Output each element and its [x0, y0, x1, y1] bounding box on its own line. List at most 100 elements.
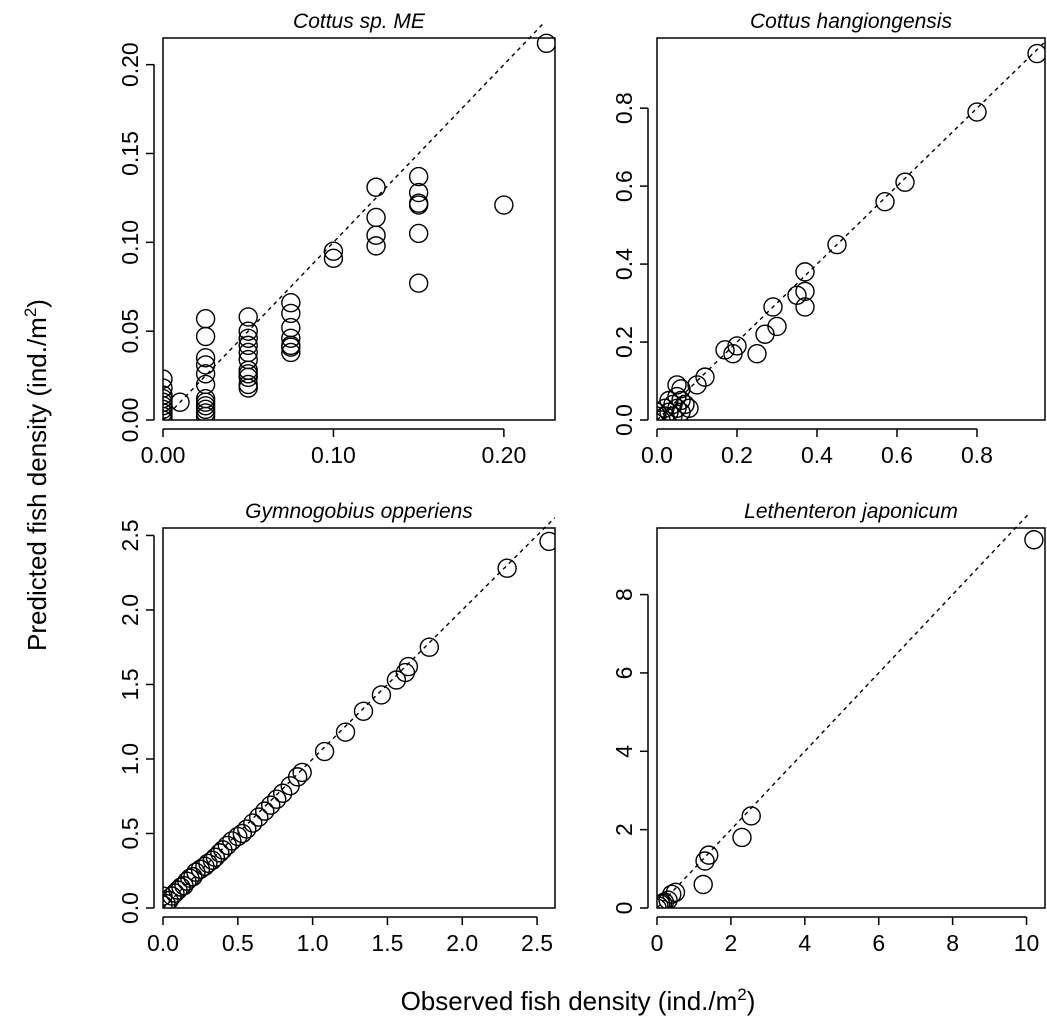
- data-point: [238, 367, 258, 388]
- plot-frame: [656, 37, 1046, 421]
- data-point: [657, 892, 675, 908]
- data-point: [267, 789, 287, 809]
- data-point: [657, 410, 671, 420]
- panel-gymnogobius-opperiens: 0.0 0.5 1.0 1.5 2.0 2.5 0.0 0.5 1.0 1.5 2.0 2.5 Gymn…: [117, 500, 556, 956]
- x-axis-title: Observed fish density (ind./m2): [401, 985, 756, 1016]
- y-tick-label: 0.00: [117, 398, 143, 443]
- data-point: [795, 297, 815, 317]
- y-tick-label: 0.5: [117, 817, 143, 849]
- data-point: [695, 367, 715, 387]
- data-point: [222, 831, 242, 851]
- x-tick-label: 0.5: [222, 930, 254, 956]
- data-point: [679, 398, 699, 419]
- data-point: [232, 823, 252, 844]
- x-tick-label: 0.0: [641, 442, 673, 468]
- y-tick-label: 1.5: [117, 668, 143, 700]
- y-tick-label: 0.0: [611, 404, 637, 436]
- data-point: [875, 192, 895, 212]
- x-axis-title-close: ): [747, 986, 756, 1016]
- plot-content: [657, 514, 1044, 908]
- data-point: [795, 262, 815, 282]
- x-tick-label: 8: [946, 930, 959, 956]
- x-tick-label: 0.20: [481, 442, 526, 468]
- y-axis-title-text: Predicted fish density (ind./m: [22, 317, 52, 651]
- data-point: [243, 813, 263, 833]
- data-point: [767, 316, 787, 337]
- data-point: [671, 379, 691, 399]
- x-tick-label: 0.8: [961, 442, 993, 468]
- data-point: [195, 348, 216, 368]
- data-point: [827, 234, 847, 255]
- data-point: [675, 394, 695, 415]
- data-point: [287, 767, 308, 787]
- data-point: [292, 762, 312, 783]
- data-point: [202, 850, 223, 871]
- one-to-one-line: [657, 40, 1045, 420]
- x-tick-label: 2: [725, 930, 738, 956]
- x-tick-label: 0.4: [801, 442, 833, 468]
- data-point: [667, 375, 687, 395]
- data-point: [494, 195, 514, 215]
- y-axis-title: Predicted fish density (ind./m2): [21, 299, 52, 651]
- y-tick-label: 0.2: [611, 326, 637, 358]
- x-tick-label: 2.0: [446, 930, 478, 956]
- data-point: [693, 874, 713, 895]
- data-point: [323, 241, 344, 261]
- panel-title: Cottus hangiongensis: [750, 10, 952, 33]
- x-tick-label: 6: [872, 930, 885, 956]
- data-point: [195, 406, 216, 420]
- data-point: [795, 281, 815, 302]
- y-tick-label: 4: [611, 745, 637, 758]
- data-point: [408, 273, 429, 293]
- panel-lethenteron-japonicum: 0 2 4 6 8 10 0 2 4 6 8 Lethenteron japonicum: [611, 500, 1046, 956]
- one-to-one-line: [163, 24, 544, 420]
- data-point: [195, 374, 216, 395]
- data-point: [371, 685, 392, 705]
- y-axis-title-superscript: 2: [21, 308, 40, 317]
- data-point: [237, 819, 257, 839]
- y-tick-label: 1.0: [117, 743, 143, 775]
- plot-frame: [656, 527, 1046, 909]
- data-point: [539, 531, 555, 552]
- data-point: [249, 807, 269, 827]
- data-point: [238, 307, 258, 327]
- data-point: [198, 853, 218, 873]
- data-point: [408, 182, 429, 203]
- data-point: [323, 248, 344, 269]
- data-point: [657, 406, 667, 420]
- y-tick-label: 2.0: [117, 594, 143, 626]
- data-point: [281, 342, 301, 363]
- y-tick-label: 0.8: [611, 92, 637, 124]
- data-point: [366, 207, 386, 228]
- data-point: [163, 378, 173, 398]
- plot-content: [163, 517, 555, 908]
- data-point: [163, 369, 173, 389]
- data-point: [741, 806, 761, 826]
- data-point: [281, 293, 301, 313]
- data-point: [408, 193, 429, 213]
- x-tick-label: 0.0: [147, 930, 179, 956]
- data-point: [747, 344, 767, 364]
- data-point: [408, 195, 429, 215]
- data-point: [195, 326, 216, 347]
- x-tick-label: 0.2: [721, 442, 753, 468]
- y-tick-label: 0: [611, 902, 637, 915]
- y-tick-label: 2: [611, 823, 637, 836]
- panel-cottus-sp-me: 0.00 0.10 0.20 0.00 0.05 0.10 0.15 0.20 Cottus s…: [117, 10, 556, 468]
- panel-title: Cottus sp. ME: [293, 10, 426, 33]
- data-point: [170, 392, 190, 412]
- y-tick-label: 8: [611, 588, 637, 601]
- y-tick-label: 2.5: [117, 519, 143, 551]
- data-point: [353, 701, 374, 721]
- data-point: [366, 177, 386, 197]
- data-point: [657, 896, 669, 908]
- data-point: [687, 375, 707, 395]
- data-point: [398, 656, 419, 677]
- data-point: [763, 297, 783, 317]
- x-tick-label: 0: [651, 930, 664, 956]
- data-point: [210, 843, 230, 863]
- y-tick-label: 0.20: [117, 42, 143, 87]
- data-point: [335, 722, 356, 742]
- x-tick-label: 1.5: [371, 930, 403, 956]
